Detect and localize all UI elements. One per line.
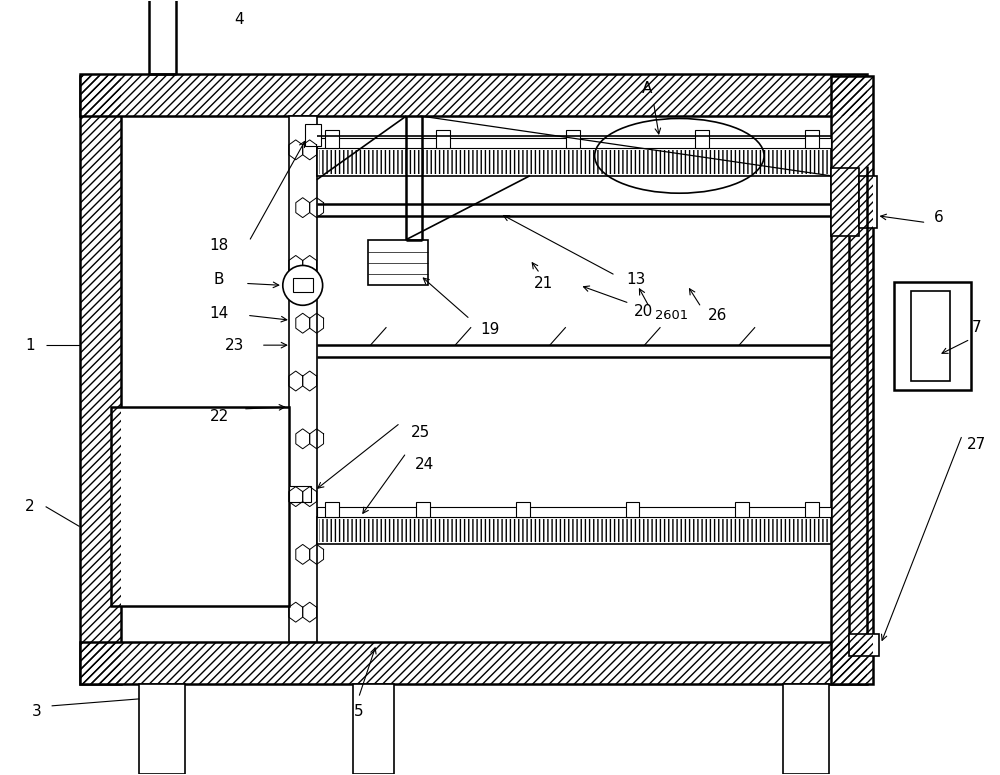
Bar	[80, 76, 121, 684]
Text: 13: 13	[626, 272, 645, 287]
Text: 2601: 2601	[655, 308, 688, 322]
Bar	[139, 684, 185, 773]
Bar	[317, 148, 831, 176]
Bar	[735, 501, 749, 516]
Text: 20: 20	[634, 304, 653, 319]
Text: 14: 14	[209, 306, 229, 321]
Bar	[566, 130, 580, 148]
Text: A: A	[642, 81, 653, 95]
Text: 5: 5	[354, 704, 363, 719]
Bar	[911, 291, 950, 381]
Bar	[80, 74, 867, 116]
Text: 21: 21	[534, 276, 553, 291]
Text: 22: 22	[209, 409, 229, 425]
Circle shape	[283, 266, 323, 305]
Text: 19: 19	[480, 322, 500, 336]
Bar	[516, 501, 530, 516]
Text: B: B	[214, 272, 224, 287]
Bar	[353, 684, 394, 773]
Bar	[849, 634, 879, 656]
Bar	[695, 130, 709, 148]
Bar	[805, 501, 819, 516]
Bar	[831, 76, 873, 684]
Bar	[805, 130, 819, 148]
Bar	[831, 168, 859, 236]
Bar	[80, 642, 867, 684]
Bar	[80, 642, 867, 684]
Bar	[293, 278, 313, 292]
Text: 23: 23	[225, 338, 245, 353]
Bar	[111, 407, 289, 606]
Bar	[894, 282, 971, 390]
Bar	[626, 501, 639, 516]
Bar	[416, 501, 430, 516]
Bar	[319, 150, 829, 174]
Bar	[325, 501, 339, 516]
Text: 24: 24	[415, 457, 434, 472]
Text: 2: 2	[25, 499, 35, 514]
Bar	[305, 124, 321, 146]
Text: 26: 26	[708, 308, 727, 322]
Text: 1: 1	[25, 338, 35, 353]
Bar	[319, 518, 829, 542]
Bar	[831, 76, 873, 684]
Bar	[289, 486, 311, 501]
Bar	[436, 130, 450, 148]
Bar	[317, 138, 831, 148]
Bar	[319, 518, 829, 542]
Bar	[317, 507, 831, 516]
Bar	[319, 150, 829, 174]
Text: 27: 27	[967, 437, 986, 453]
Text: 18: 18	[209, 238, 229, 253]
Bar	[783, 684, 829, 773]
Text: 25: 25	[411, 425, 430, 440]
Bar	[317, 516, 831, 544]
Bar	[80, 74, 867, 116]
Bar	[859, 176, 877, 228]
Bar	[368, 239, 428, 285]
Bar	[289, 116, 317, 642]
Text: 4: 4	[234, 12, 244, 27]
Bar	[325, 130, 339, 148]
Text: 3: 3	[32, 704, 42, 719]
Text: 7: 7	[971, 320, 981, 335]
Text: 6: 6	[934, 210, 943, 225]
Bar	[80, 76, 121, 684]
